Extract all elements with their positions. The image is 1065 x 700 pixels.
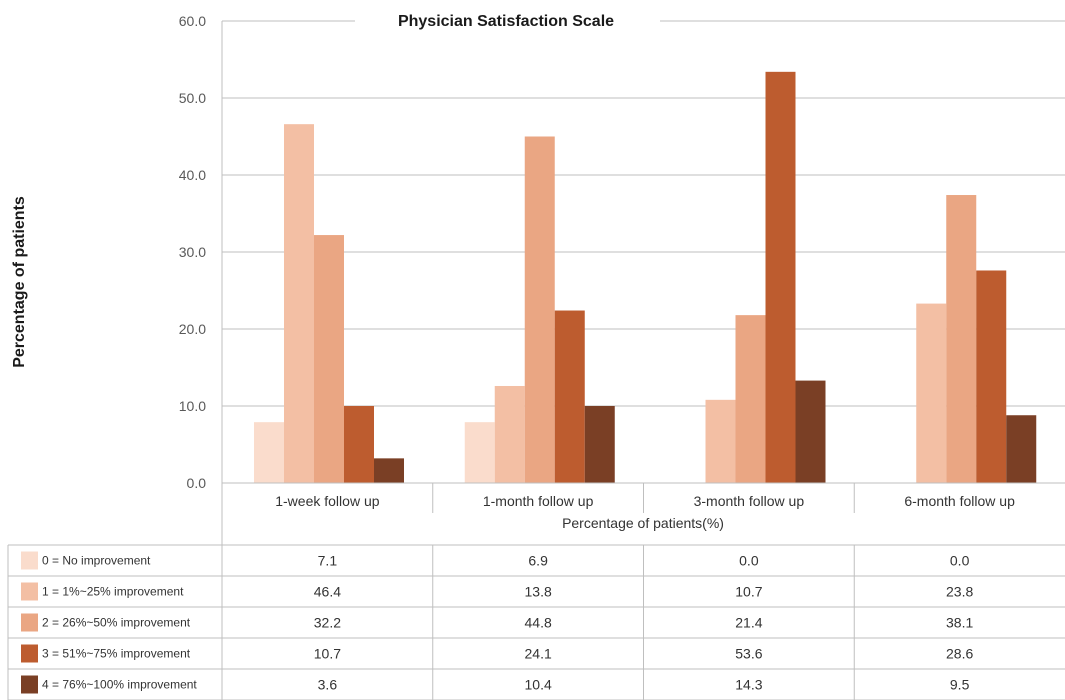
bar <box>1006 415 1037 483</box>
bar <box>284 124 314 484</box>
bar <box>735 315 766 483</box>
data-label: 38.1 <box>946 615 973 631</box>
category-labels: 1-week follow up 1-month follow up 3-month… <box>275 493 1015 509</box>
y-axis-ticks: 0.0 10.0 20.0 30.0 40.0 50.0 60.0 <box>179 13 206 491</box>
bar <box>314 235 344 483</box>
y-tick-label: 20.0 <box>179 321 206 337</box>
data-label: 32.2 <box>314 615 341 631</box>
legend-entry: 1 = 1%~25% improvement <box>42 585 184 599</box>
x-tick-label: 1-month follow up <box>483 493 594 509</box>
data-label: 28.6 <box>946 646 973 662</box>
data-label: 10.7 <box>314 646 341 662</box>
data-label: 10.4 <box>525 677 552 693</box>
bar <box>464 422 495 483</box>
bars <box>254 71 1037 484</box>
data-label: 21.4 <box>735 615 762 631</box>
data-label: 23.8 <box>946 584 973 600</box>
data-label: 14.3 <box>735 677 762 693</box>
data-label: 53.6 <box>735 646 762 662</box>
data-label: 0.0 <box>950 553 970 569</box>
legend-swatch <box>21 551 38 570</box>
data-table: 0 = No improvement 7.1 6.9 0.0 0.0 1 = 1%~25%… <box>7 544 1065 700</box>
x-axis <box>222 482 1065 513</box>
bar <box>795 380 826 483</box>
y-tick-label: 10.0 <box>179 398 206 414</box>
y-tick-label: 40.0 <box>179 167 206 183</box>
y-tick-label: 60.0 <box>179 13 206 29</box>
legend-swatch <box>21 613 38 632</box>
data-label: 10.7 <box>735 584 762 600</box>
data-label: 9.5 <box>950 677 970 693</box>
bar <box>584 406 615 483</box>
x-tick-label: 1-week follow up <box>275 493 379 509</box>
data-label: 46.4 <box>314 584 341 600</box>
bar <box>254 422 284 483</box>
data-label: 0.0 <box>739 553 759 569</box>
bar <box>946 195 977 483</box>
legend-entry: 3 = 51%~75% improvement <box>42 647 191 661</box>
y-axis-label: Percentage of patients <box>11 196 28 368</box>
bar <box>554 310 585 483</box>
legend-swatch <box>21 644 38 663</box>
x-tick-label: 6-month follow up <box>904 493 1015 509</box>
chart-title: Physician Satisfaction Scale <box>398 13 614 30</box>
data-label: 7.1 <box>318 553 338 569</box>
y-tick-label: 0.0 <box>187 475 207 491</box>
bar <box>494 385 525 483</box>
data-label: 24.1 <box>525 646 552 662</box>
data-label: 3.6 <box>318 677 338 693</box>
legend-entry: 0 = No improvement <box>42 554 151 568</box>
legend-swatch <box>21 582 38 601</box>
bar <box>344 406 374 483</box>
bar <box>705 399 736 483</box>
data-label: 44.8 <box>525 615 552 631</box>
title-backdrop <box>355 4 660 38</box>
bar <box>765 71 796 483</box>
data-label: 13.8 <box>525 584 552 600</box>
legend-entry: 4 = 76%~100% improvement <box>42 678 197 692</box>
x-axis-label: Percentage of patients(%) <box>562 515 724 531</box>
bar <box>976 270 1007 483</box>
bar <box>524 136 555 483</box>
legend-swatch <box>21 675 38 694</box>
legend-entry: 2 = 26%~50% improvement <box>42 616 191 630</box>
y-tick-label: 50.0 <box>179 90 206 106</box>
data-label: 6.9 <box>528 553 548 569</box>
y-tick-label: 30.0 <box>179 244 206 260</box>
bar <box>916 303 947 483</box>
x-tick-label: 3-month follow up <box>694 493 805 509</box>
bar <box>374 458 404 483</box>
